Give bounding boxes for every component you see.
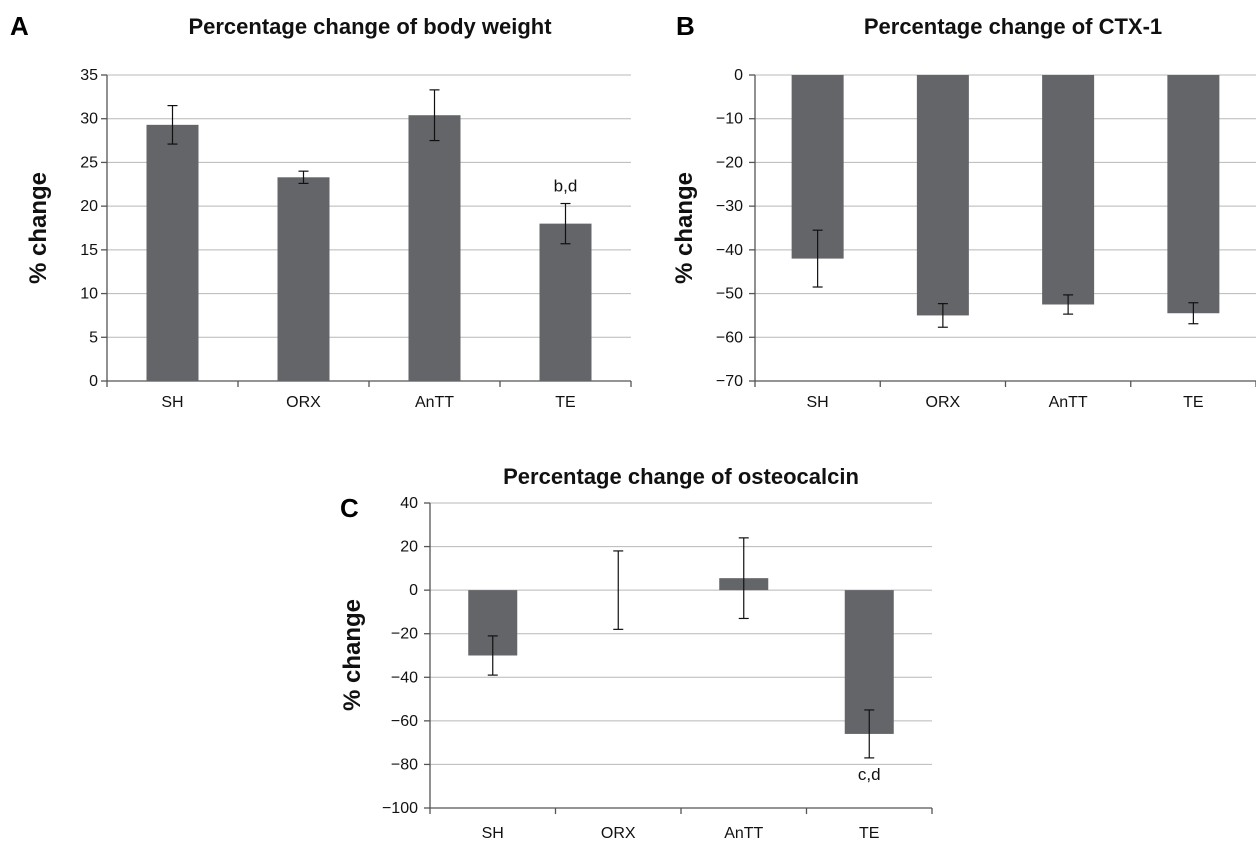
- y-tick-label: 0: [409, 582, 418, 599]
- x-tick-label: ORX: [286, 394, 321, 411]
- y-tick-label: 20: [400, 539, 418, 556]
- bar-antt: [408, 115, 461, 382]
- significance-annotation: b,d: [554, 177, 578, 196]
- chart-panel-b: B Percentage change of CTX-1 % change 0 −10 −…: [671, 11, 1256, 411]
- y-tick-label: −40: [716, 242, 743, 259]
- error-bar-te: [560, 202, 571, 245]
- x-tick-label: TE: [555, 394, 575, 411]
- x-tick-label: SH: [161, 394, 183, 411]
- panel-letter: A: [10, 11, 29, 41]
- y-tick-label: 0: [734, 67, 743, 84]
- y-tick-label: −60: [716, 329, 743, 346]
- error-bar-antt: [429, 89, 440, 142]
- chart-panel-a: A Percentage change of body weight % chang…: [10, 11, 632, 411]
- y-tick-label: −100: [382, 800, 418, 817]
- y-tick-label: 5: [89, 329, 98, 346]
- y-tick-label: −80: [391, 756, 418, 773]
- error-bar-antt: [738, 537, 749, 620]
- chart-title: Percentage change of body weight: [188, 14, 552, 39]
- panel-letter: C: [340, 493, 359, 523]
- y-tick-label: 35: [80, 67, 98, 84]
- bar-orx: [916, 75, 969, 316]
- x-tick-label: TE: [859, 825, 879, 841]
- bar-te: [1167, 75, 1220, 314]
- error-bar-orx: [937, 303, 948, 328]
- error-bar-te: [864, 709, 875, 759]
- y-tick-label: 25: [80, 154, 98, 171]
- chart-title: Percentage change of CTX-1: [864, 14, 1162, 39]
- y-tick-label: −30: [716, 198, 743, 215]
- error-bar-sh: [167, 104, 178, 145]
- error-bar-orx: [613, 550, 624, 630]
- y-tick-label: −60: [391, 713, 418, 730]
- bar-sh: [791, 75, 844, 259]
- y-tick-label: −10: [716, 111, 743, 128]
- bar-te: [539, 223, 592, 381]
- y-tick-label: −40: [391, 669, 418, 686]
- y-tick-label: −70: [716, 373, 743, 390]
- y-tick-label: 0: [89, 373, 98, 390]
- chart-panel-c: C Percentage change of osteocalcin % chang…: [339, 464, 933, 841]
- x-tick-label: ORX: [601, 825, 636, 841]
- y-tick-label: 15: [80, 242, 98, 259]
- y-axis-label: % change: [339, 599, 366, 711]
- y-tick-label: 20: [80, 198, 98, 215]
- y-tick-label: −50: [716, 286, 743, 303]
- x-tick-label: SH: [807, 394, 829, 411]
- y-tick-label: −20: [391, 626, 418, 643]
- x-tick-label: AnTT: [724, 825, 763, 841]
- bar-orx: [277, 177, 330, 381]
- error-bar-sh: [487, 635, 498, 676]
- error-bar-te: [1188, 302, 1199, 325]
- significance-annotation: c,d: [858, 765, 881, 784]
- x-tick-label: TE: [1183, 394, 1203, 411]
- x-tick-label: ORX: [926, 394, 961, 411]
- x-tick-label: AnTT: [1049, 394, 1088, 411]
- y-axis-label: % change: [25, 172, 52, 284]
- error-bar-sh: [812, 229, 823, 288]
- bar-sh: [146, 124, 199, 381]
- y-tick-label: 10: [80, 286, 98, 303]
- error-bar-antt: [1063, 294, 1074, 315]
- y-tick-label: −20: [716, 154, 743, 171]
- error-bar-orx: [298, 170, 309, 185]
- chart-title: Percentage change of osteocalcin: [503, 464, 859, 489]
- x-tick-label: AnTT: [415, 394, 454, 411]
- bar-antt: [1042, 75, 1095, 305]
- x-tick-label: SH: [482, 825, 504, 841]
- y-axis-label: % change: [671, 172, 698, 284]
- y-tick-label: 30: [80, 111, 98, 128]
- y-tick-label: 40: [400, 495, 418, 512]
- panel-letter: B: [676, 11, 695, 41]
